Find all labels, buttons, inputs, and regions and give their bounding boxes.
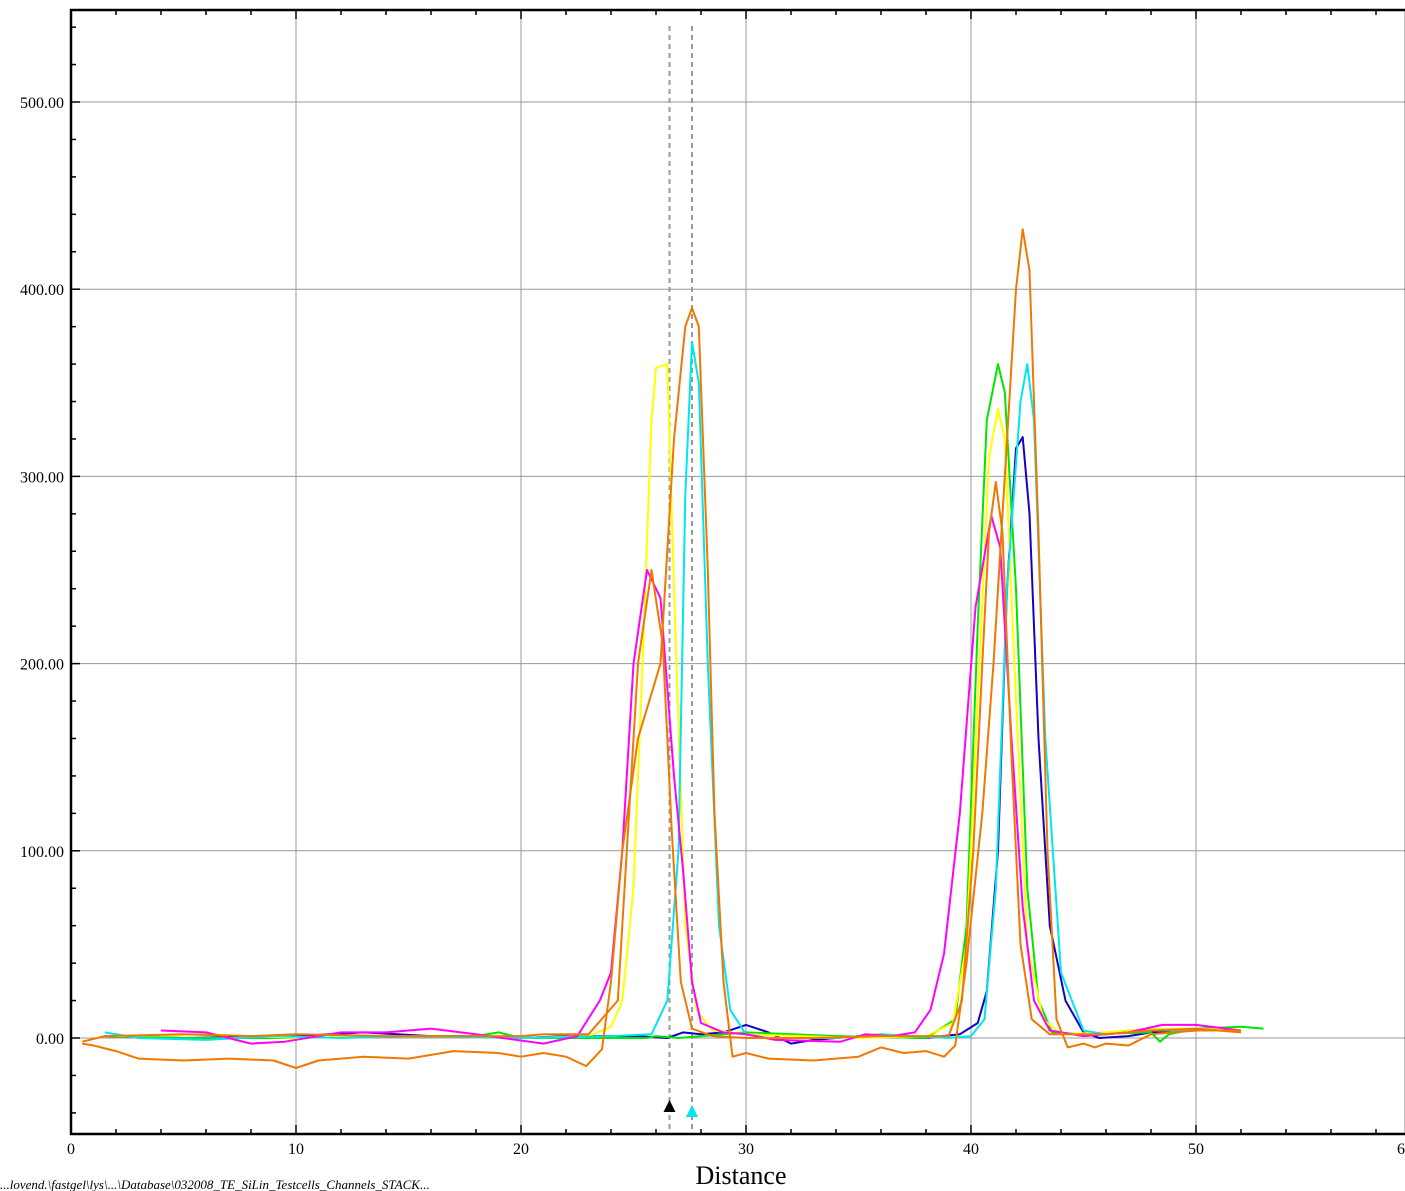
- plot-frame: [69, 8, 1405, 1136]
- x-tick-label: 6: [1397, 1141, 1405, 1158]
- y-tick-label: 500.00: [20, 95, 64, 112]
- marker-triangle-1: [663, 1100, 676, 1112]
- y-tick-label: 400.00: [20, 282, 64, 299]
- grid: [71, 10, 1405, 1134]
- x-tick-label: 0: [67, 1141, 75, 1158]
- x-tick-label: 10: [288, 1141, 304, 1158]
- y-tick-label: 300.00: [20, 469, 64, 486]
- series-line-6: [82, 481, 1242, 1043]
- series-line-7: [82, 228, 1241, 1069]
- x-axis-label: Distance: [696, 1161, 787, 1190]
- y-tick-label: 0.00: [36, 1031, 64, 1048]
- x-tick-label: 40: [963, 1141, 979, 1158]
- x-tick-label: 20: [513, 1141, 529, 1158]
- reference-lines: [668, 26, 693, 1134]
- series-line-5: [160, 514, 1242, 1045]
- series-group: [82, 228, 1264, 1069]
- y-tick-label: 200.00: [20, 657, 64, 674]
- x-tick-label: 30: [738, 1141, 754, 1158]
- marker-triangle-2: [686, 1105, 698, 1117]
- source-path-text: ...lovend.\fastgel\lys\...\Database\0320…: [0, 1177, 430, 1191]
- y-tick-label: 100.00: [20, 844, 64, 861]
- x-tick-label: 50: [1188, 1141, 1204, 1158]
- marker-group: [663, 1100, 698, 1117]
- axis-ticks: 0 10 20 30 40 50 6 0.00 100.00 200.00 300.00 400.00…: [20, 10, 1405, 1158]
- series-line-2: [104, 363, 1264, 1043]
